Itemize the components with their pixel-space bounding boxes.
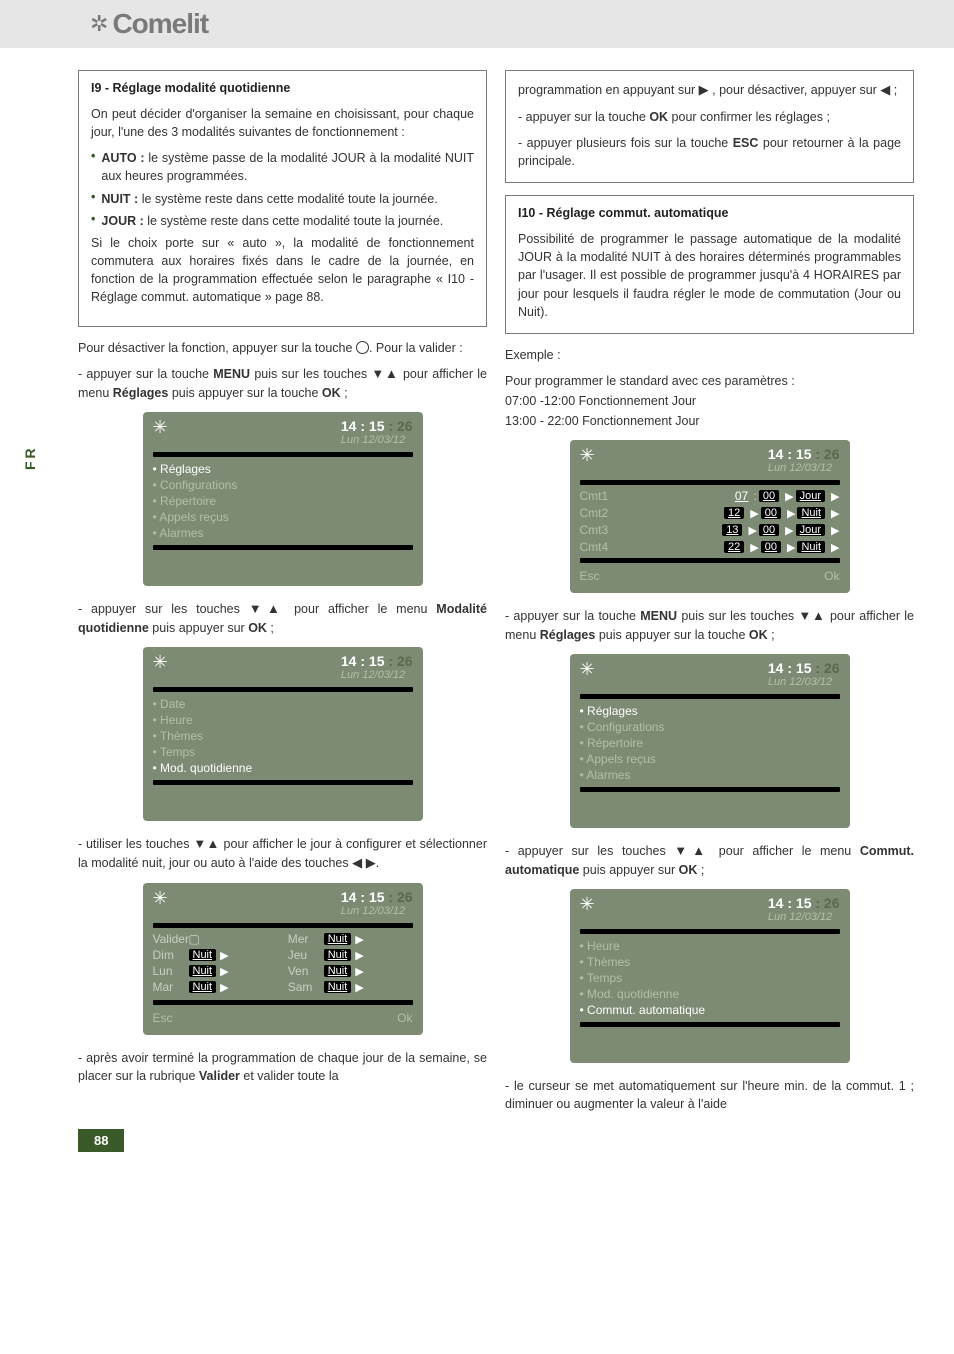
menu-item: Répertoire — [153, 493, 413, 509]
right-column: programmation en appuyant sur ▶ , pour d… — [505, 70, 914, 1122]
i9-title: I9 - Réglage modalité quotidienne — [91, 81, 474, 95]
valider-row: Valider▢ — [153, 932, 278, 946]
sun-icon: ✳ — [153, 889, 168, 907]
day-row: VenNuit▶ — [288, 964, 413, 978]
ok-label: Ok — [397, 1011, 412, 1025]
brand-icon: ✲ — [90, 11, 108, 37]
screen-days: ✳ 14 : 15 : 26Lun 12/03/12 Valider▢ DimN… — [143, 883, 423, 1035]
day-row: MarNuit▶ — [153, 980, 278, 994]
brand-name: Comelit — [112, 8, 208, 40]
right-icon: ▶ — [699, 82, 709, 97]
r-menu-step2: - appuyer sur les touches ▼▲ pour affich… — [505, 842, 914, 879]
menu-item: Date — [153, 696, 413, 712]
bullet-jour: •JOUR : le système reste dans cette moda… — [91, 212, 474, 230]
i9-deactivate: Pour désactiver la fonction, appuyer sur… — [78, 339, 487, 357]
sun-icon: ✳ — [580, 895, 595, 913]
menu-item: Répertoire — [580, 735, 840, 751]
cmt-row: Cmt107 :00▶Jour▶ — [580, 489, 840, 503]
menu-item: Mod. quotidienne — [153, 760, 413, 776]
r-last-line: - le curseur se met automatiquement sur … — [505, 1077, 914, 1113]
sun-icon: ✳ — [153, 653, 168, 671]
cont-line2: - appuyer sur la touche OK pour confirme… — [518, 108, 901, 126]
example-l1: Pour programmer le standard avec ces par… — [505, 372, 914, 390]
day-row: JeuNuit▶ — [288, 948, 413, 962]
language-tab: FR — [22, 445, 38, 470]
down-up-icon: ▼▲ — [674, 843, 710, 858]
day-row: LunNuit▶ — [153, 964, 278, 978]
example-l2: 07:00 -12:00 Fonctionnement Jour — [505, 392, 914, 410]
menu-item: Heure — [153, 712, 413, 728]
down-up-icon: ▼▲ — [193, 836, 219, 851]
page-number: 88 — [78, 1129, 124, 1152]
screen-commut: ✳ 14 : 15 : 26Lun 12/03/12 Heure Thèmes … — [570, 889, 850, 1063]
r-menu-step: - appuyer sur la touche MENU puis sur le… — [505, 607, 914, 644]
menu-item: Temps — [153, 744, 413, 760]
bullet-auto: •AUTO : le système passe de la modalité … — [91, 149, 474, 185]
ok-label: Ok — [824, 569, 839, 583]
cmt-row: Cmt422▶00▶Nuit▶ — [580, 540, 840, 554]
i10-body: Possibilité de programmer le passage aut… — [518, 230, 901, 321]
menu-item: Thèmes — [153, 728, 413, 744]
screen-reglages-1: ✳ 14 : 15 : 26Lun 12/03/12 Réglages Conf… — [143, 412, 423, 586]
menu-item: Temps — [580, 970, 840, 986]
menu-item: Réglages — [580, 703, 840, 719]
down-up-icon: ▼▲ — [249, 601, 286, 616]
top-continuation-box: programmation en appuyant sur ▶ , pour d… — [505, 70, 914, 183]
screen-cmt: ✳ 14 : 15 : 26Lun 12/03/12 Cmt107 :00▶Jo… — [570, 440, 850, 593]
menu-item: Appels reçus — [580, 751, 840, 767]
brand-bar: ✲ Comelit — [0, 0, 954, 48]
i9-after-days: - après avoir terminé la programmation d… — [78, 1049, 487, 1085]
down-up-icon: ▼▲ — [798, 608, 825, 623]
left-column: I9 - Réglage modalité quotidienne On peu… — [78, 70, 487, 1122]
left-icon: ◀ — [880, 82, 890, 97]
example-title: Exemple : — [505, 346, 914, 364]
i9-step2: - appuyer sur les touches ▼▲ pour affich… — [78, 600, 487, 637]
i9-box: I9 - Réglage modalité quotidienne On peu… — [78, 70, 487, 327]
menu-item: Alarmes — [153, 525, 413, 541]
cont-line3: - appuyer plusieurs fois sur la touche E… — [518, 134, 901, 170]
page: ✲ Comelit FR I9 - Réglage modalité quoti… — [0, 0, 954, 1152]
day-row: SamNuit▶ — [288, 980, 413, 994]
menu-item: Commut. automatique — [580, 1002, 840, 1018]
screen-reglages-2: ✳ 14 : 15 : 26Lun 12/03/12 Réglages Conf… — [570, 654, 850, 828]
menu-item: Configurations — [153, 477, 413, 493]
menu-item: Appels reçus — [153, 509, 413, 525]
menu-item: Réglages — [153, 461, 413, 477]
i9-auto-note: Si le choix porte sur « auto », la modal… — [91, 234, 474, 307]
day-row: MerNuit▶ — [288, 932, 413, 946]
day-row: DimNuit▶ — [153, 948, 278, 962]
esc-label: Esc — [153, 1011, 173, 1025]
i10-box: I10 - Réglage commut. automatique Possib… — [505, 195, 914, 334]
bullet-nuit: •NUIT : le système reste dans cette moda… — [91, 190, 474, 208]
sun-icon: ✳ — [580, 446, 595, 464]
i9-step3: - utiliser les touches ▼▲ pour afficher … — [78, 835, 487, 873]
menu-item: Heure — [580, 938, 840, 954]
screen-modq: ✳ 14 : 15 : 26Lun 12/03/12 Date Heure Th… — [143, 647, 423, 821]
example-l3: 13:00 - 22:00 Fonctionnement Jour — [505, 412, 914, 430]
down-up-icon: ▼▲ — [371, 366, 398, 381]
cmt-row: Cmt212▶00▶Nuit▶ — [580, 506, 840, 520]
i10-title: I10 - Réglage commut. automatique — [518, 206, 901, 220]
i9-intro: On peut décider d'organiser la semaine e… — [91, 105, 474, 141]
sun-icon: ✳ — [580, 660, 595, 678]
menu-item: Thèmes — [580, 954, 840, 970]
cont-line1: programmation en appuyant sur ▶ , pour d… — [518, 81, 901, 100]
left-right-icon: ◀ ▶ — [352, 855, 376, 870]
menu-item: Configurations — [580, 719, 840, 735]
cmt-row: Cmt313▶00▶Jour▶ — [580, 523, 840, 537]
sun-icon: ✳ — [153, 418, 168, 436]
menu-item: Mod. quotidienne — [580, 986, 840, 1002]
i9-step1: - appuyer sur la touche MENU puis sur le… — [78, 365, 487, 402]
circle-icon — [356, 341, 369, 354]
content: I9 - Réglage modalité quotidienne On peu… — [0, 48, 954, 1122]
esc-label: Esc — [580, 569, 600, 583]
menu-item: Alarmes — [580, 767, 840, 783]
